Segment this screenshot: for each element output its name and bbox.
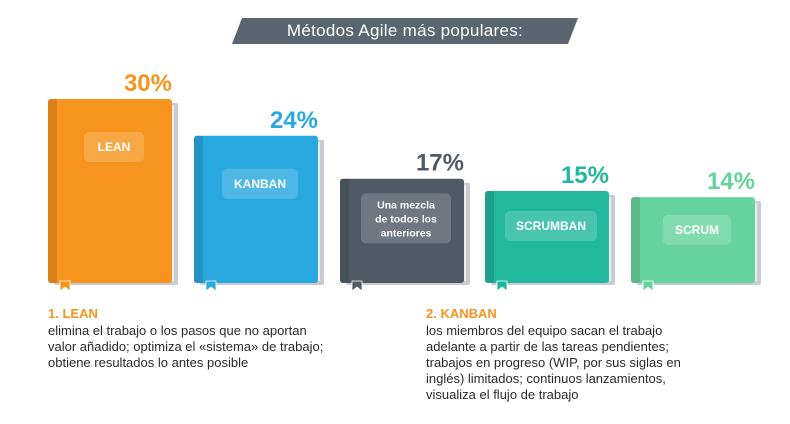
books-bar-chart: LEAN 30% KANBAN 24% Una mezcla de todos los an… [48, 70, 761, 292]
label-badge [361, 193, 451, 244]
title-banner-shape [232, 18, 578, 44]
lean-desc-line: elimina el trabajo o los pasos que no ap… [48, 323, 307, 338]
lean-description: 1. LEAN elimina el trabajo o los pasos q… [48, 306, 388, 371]
lean-desc-line: valor añadido; optimiza el «sistema» de … [48, 339, 324, 354]
title-banner: Métodos Agile más populares: [232, 18, 578, 44]
book-bar: SCRUM 14% [631, 168, 761, 292]
label-badge [84, 132, 144, 162]
value-label: 30% [124, 70, 172, 97]
bookmark-ribbon [496, 280, 508, 292]
label-badge [663, 214, 731, 245]
kanban-desc-line: trabajos en progreso (WIP, por sus sigla… [426, 355, 681, 370]
category-label: LEAN [98, 140, 131, 154]
bookmark-ribbon [642, 280, 654, 292]
kanban-desc-line: visualiza el flujo de trabajo [426, 387, 579, 402]
kanban-desc-line: los miembros del equipo sacan el trabajo [426, 323, 663, 338]
value-label: 24% [270, 107, 318, 134]
book-bar: SCRUMBAN 15% [485, 162, 615, 292]
book-spine [48, 99, 57, 283]
chart-title: Métodos Agile más populares: [286, 21, 524, 40]
book-spine [631, 197, 640, 283]
lean-desc-line: obtiene resultados lo antes posible [48, 355, 249, 370]
lean-heading: 1. LEAN [48, 306, 98, 321]
label-badge [222, 168, 298, 199]
book-cover [48, 99, 172, 283]
category-label: SCRUM [675, 223, 719, 237]
value-label: 14% [707, 168, 755, 195]
bookmark-ribbon [351, 280, 363, 292]
value-label: 17% [416, 150, 464, 177]
book-bar: KANBAN 24% [194, 107, 324, 292]
bookmark-ribbon [205, 280, 217, 292]
label-badge [505, 210, 597, 241]
book-bar: Una mezcla de todos los anteriores 17% [340, 150, 470, 292]
category-label: de todos los [375, 213, 437, 225]
category-label: Una mezcla [377, 199, 435, 211]
book-cover [631, 197, 755, 283]
category-label: KANBAN [234, 177, 286, 191]
kanban-heading: 2. KANBAN [426, 306, 497, 321]
kanban-desc-line: adelante a partir de las tareas pendient… [426, 339, 669, 354]
book-spine [340, 178, 349, 283]
kanban-description: 2. KANBAN los miembros del equipo sacan … [426, 306, 766, 403]
value-label: 15% [561, 162, 609, 189]
category-label: SCRUMBAN [516, 219, 586, 233]
book-cover [194, 135, 318, 283]
book-spine [194, 135, 203, 283]
category-label: anteriores [381, 227, 432, 239]
book-cover [485, 191, 609, 283]
book-bar: LEAN 30% [48, 70, 178, 292]
book-cover [340, 178, 464, 283]
kanban-desc-line: inglés) limitados; continuos lanzamiento… [426, 371, 666, 386]
bookmark-ribbon [59, 280, 71, 292]
book-spine [485, 191, 494, 283]
